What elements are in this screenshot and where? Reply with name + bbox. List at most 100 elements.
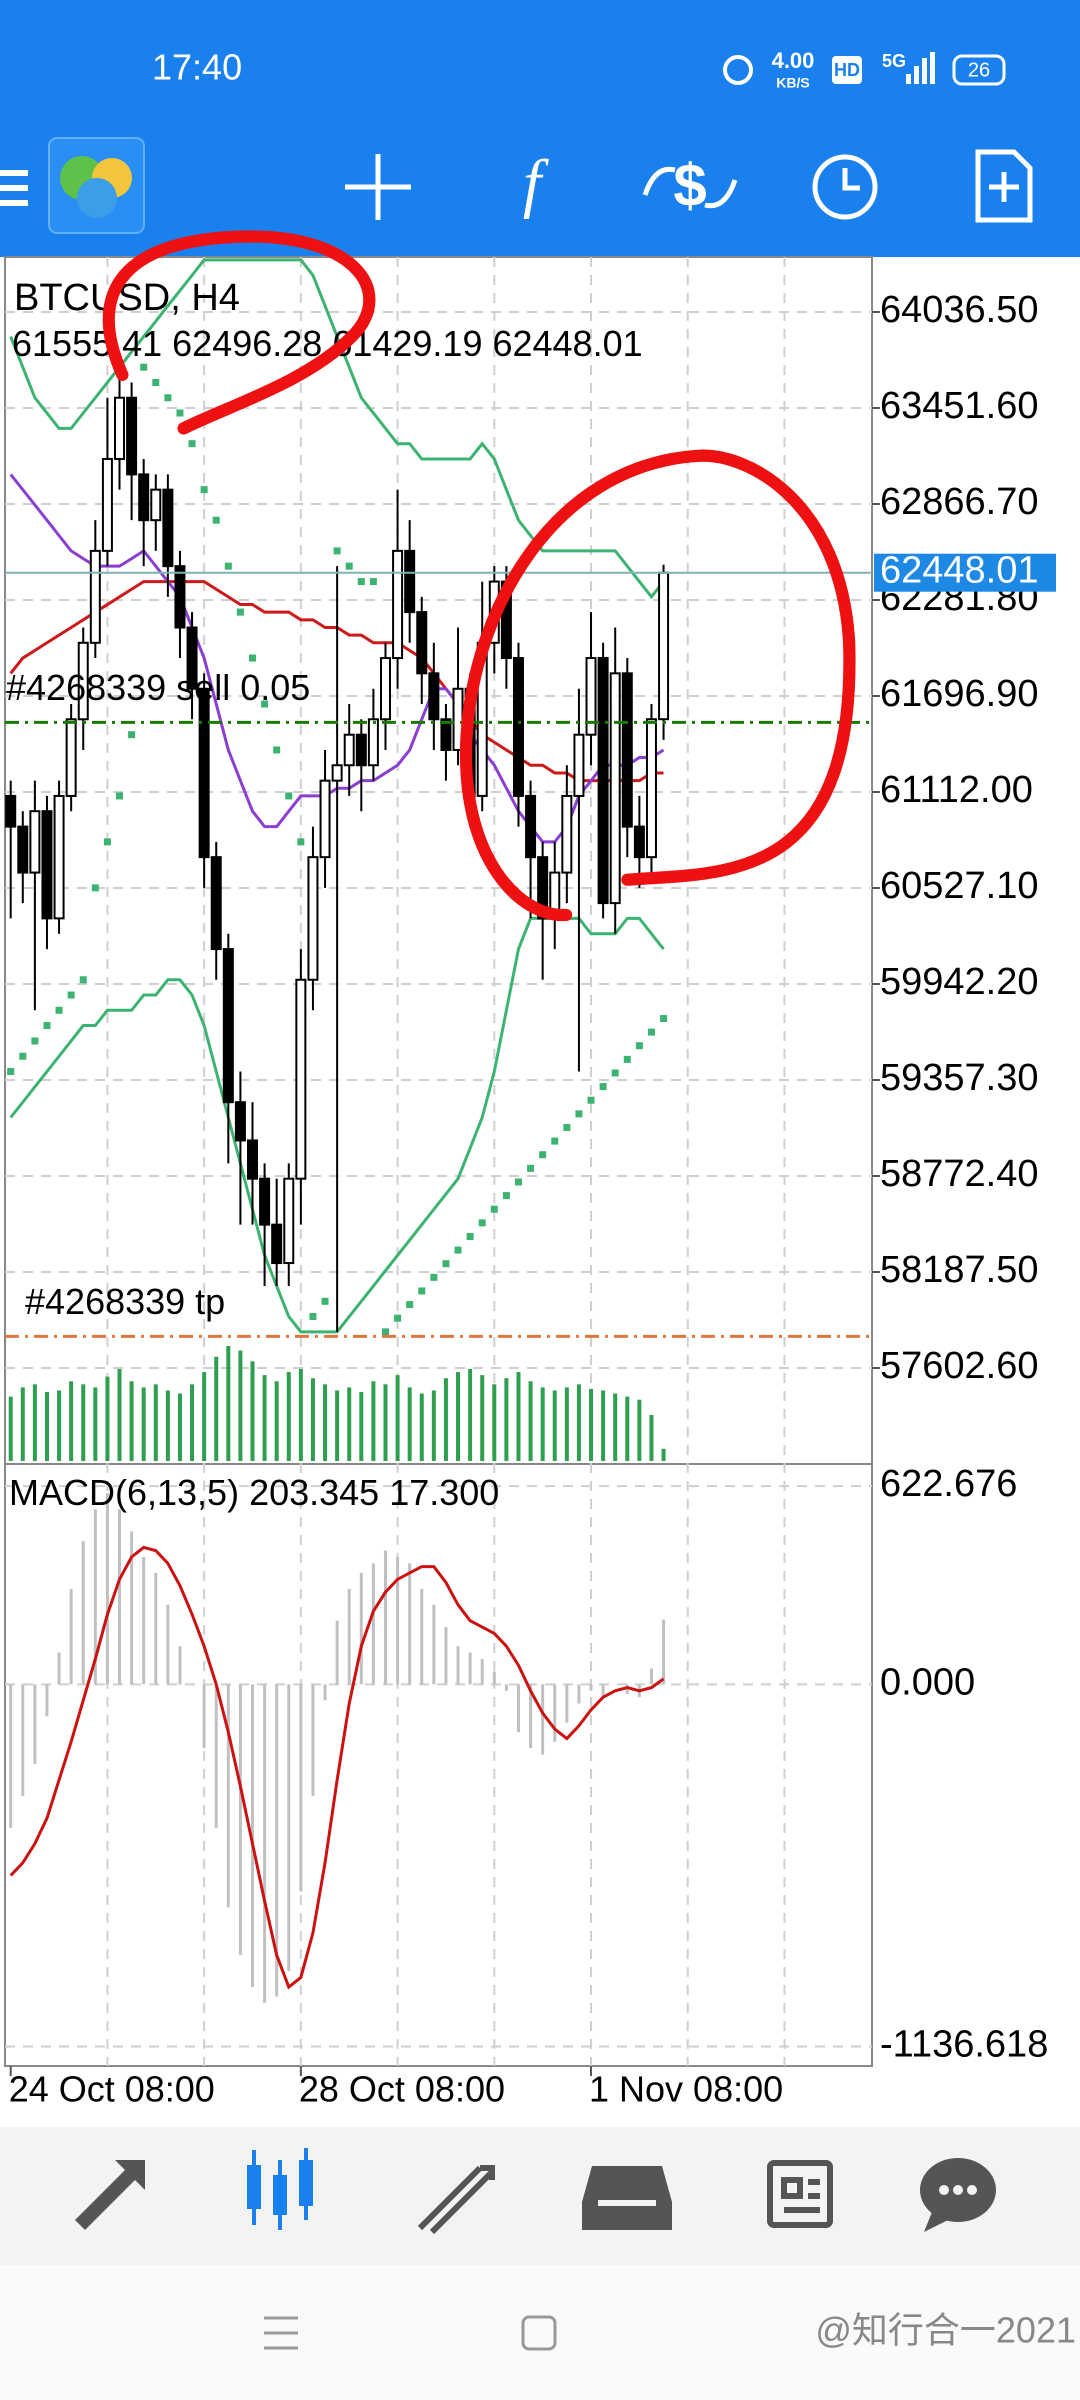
y-tick-label: 58187.50 — [880, 1249, 1039, 1291]
sar-dot — [623, 1055, 631, 1063]
sar-dot — [55, 1006, 63, 1014]
macd-panel — [4, 1463, 873, 2067]
volume-bar — [69, 1381, 74, 1461]
symbols-button[interactable]: $ — [642, 152, 738, 219]
chart-tab[interactable] — [247, 2148, 313, 2230]
periods-button[interactable] — [812, 154, 878, 220]
volume-bar — [32, 1384, 37, 1461]
volume-bar — [504, 1378, 509, 1461]
sar-dot — [79, 976, 87, 984]
candle-body — [379, 657, 391, 721]
sar-dot — [188, 440, 196, 448]
candle-body — [367, 718, 379, 767]
volume-bar — [238, 1350, 243, 1461]
volume-bar — [81, 1384, 86, 1461]
candle-body — [307, 856, 319, 981]
sar-dot — [31, 1037, 39, 1045]
sar-dot — [67, 991, 75, 999]
menu-key[interactable] — [264, 2316, 298, 2350]
trade-tab[interactable] — [417, 2165, 495, 2235]
sar-dot — [164, 394, 172, 402]
sar-dot — [200, 486, 208, 494]
macd-value: 203.345 — [249, 1472, 379, 1513]
open-value: 61555.41 — [12, 323, 162, 364]
net-speed: 4.00 — [772, 48, 815, 73]
volume-bar — [528, 1381, 533, 1461]
bid-label-box — [874, 553, 1056, 592]
candle-body — [247, 1139, 258, 1180]
volume-bar — [613, 1393, 618, 1461]
volume-bar — [625, 1396, 630, 1461]
candle-body — [440, 718, 452, 751]
menu-button[interactable] — [0, 170, 28, 206]
quotes-tab[interactable] — [75, 2160, 145, 2230]
sar-dot — [103, 838, 111, 846]
clock: 17:40 — [152, 47, 242, 88]
candle-body — [658, 571, 670, 721]
volume-bar — [347, 1387, 352, 1461]
sar-dot — [635, 1042, 643, 1050]
y-tick-label: 58772.40 — [880, 1153, 1039, 1195]
y-tick-label: 62866.70 — [880, 481, 1039, 523]
svg-text:$: $ — [673, 152, 706, 219]
candle-body — [17, 825, 29, 874]
sar-dot — [43, 1022, 51, 1030]
news-tab[interactable] — [767, 2160, 833, 2228]
volume-bar — [202, 1372, 207, 1461]
y-tick-label: 60527.10 — [880, 865, 1039, 907]
volume-bar — [419, 1393, 424, 1461]
candle-body — [645, 718, 657, 859]
sar-dot — [647, 1028, 655, 1036]
x-tick-label: 28 Oct 08:00 — [299, 2069, 505, 2110]
sar-dot — [333, 547, 341, 555]
new-order-button[interactable] — [975, 149, 1033, 223]
macd-label: MACD(6,13,5) — [9, 1472, 239, 1513]
candle-body — [621, 672, 633, 828]
sar-dot — [466, 1232, 474, 1240]
order-label: #4268339 tp — [25, 1281, 225, 1322]
candle-body — [597, 657, 609, 905]
signal-line — [9, 1545, 665, 1990]
sar-dot — [128, 731, 136, 739]
candle-body — [5, 794, 17, 828]
volume-bar — [44, 1392, 49, 1461]
crosshair-button[interactable] — [345, 154, 411, 220]
sar-dot — [660, 1014, 668, 1022]
candle-body — [295, 978, 307, 1180]
sar-dot — [152, 378, 160, 386]
home-key[interactable] — [521, 2315, 557, 2351]
candle-body — [138, 473, 150, 522]
candle-body — [633, 825, 645, 859]
volume-bar — [129, 1381, 134, 1461]
sar-dot — [273, 746, 281, 754]
history-tab[interactable] — [582, 2166, 672, 2230]
signal-value: 17.300 — [389, 1472, 499, 1513]
chat-tab[interactable] — [920, 2158, 996, 2232]
volume-bar — [8, 1396, 13, 1461]
sar-dot — [563, 1123, 571, 1131]
sar-dot — [297, 838, 305, 846]
sar-dot — [345, 562, 353, 570]
candle-body — [234, 1101, 246, 1142]
volume-bar — [214, 1356, 219, 1461]
sar-dot — [611, 1069, 619, 1077]
candle-body — [573, 733, 585, 797]
y-tick-label: 64036.50 — [880, 289, 1039, 331]
volume-bar — [649, 1415, 654, 1461]
volume-bar — [20, 1387, 25, 1461]
sar-dot — [176, 409, 184, 417]
volume-bar — [262, 1375, 267, 1461]
candle-body — [162, 488, 174, 568]
red-scribbles — [102, 230, 856, 922]
close-value: 62448.01 — [492, 323, 642, 364]
volume-bar — [492, 1384, 497, 1461]
volume-bar — [359, 1392, 364, 1461]
sar-dot — [261, 700, 269, 708]
candle-body — [222, 948, 234, 1104]
watermark: @知行合一2021 — [815, 2310, 1076, 2351]
sar-dot — [575, 1110, 583, 1118]
x-tick-label: 1 Nov 08:00 — [589, 2069, 783, 2110]
signal-icon — [906, 52, 935, 84]
